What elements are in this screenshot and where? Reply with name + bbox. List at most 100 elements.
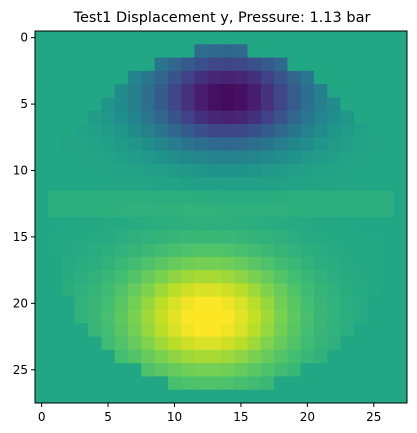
heatmap-cell <box>234 323 248 337</box>
heatmap-cell <box>353 177 368 191</box>
heatmap-cell <box>207 70 222 85</box>
heatmap-cell <box>194 97 209 112</box>
heatmap-cell <box>300 150 315 165</box>
heatmap-cell <box>74 110 89 125</box>
heatmap-cell <box>194 217 209 231</box>
heatmap-cell <box>35 137 49 151</box>
heatmap-cell <box>393 70 408 85</box>
heatmap-cell <box>167 84 182 98</box>
heatmap-cell <box>128 310 142 324</box>
heatmap-cell <box>221 363 235 377</box>
heatmap-cell <box>300 84 315 98</box>
heatmap-cell <box>221 389 235 404</box>
heatmap-cell <box>234 256 248 271</box>
heatmap-cell <box>287 177 302 191</box>
heatmap-cell <box>101 363 116 377</box>
heatmap-cell <box>274 363 288 377</box>
heatmap-cell <box>114 84 129 98</box>
heatmap-cell <box>88 296 102 311</box>
heatmap-cell <box>207 296 222 311</box>
heatmap-cell <box>167 31 182 45</box>
y-axis: 0 5 10 15 20 25 <box>13 31 35 377</box>
heatmap-cell <box>340 363 355 377</box>
heatmap-cell <box>247 57 262 72</box>
heatmap-cell <box>74 150 89 165</box>
heatmap-cell <box>194 110 209 125</box>
heatmap-cell <box>141 296 155 311</box>
heatmap-cell <box>327 163 341 178</box>
heatmap-cell <box>300 203 315 218</box>
heatmap-cell <box>141 336 155 351</box>
heatmap-cell <box>247 177 262 191</box>
plot-frame <box>34 30 408 404</box>
heatmap-cell <box>35 336 49 351</box>
heatmap-cell <box>181 349 195 364</box>
heatmap-cell <box>367 177 381 191</box>
heatmap-cell <box>221 190 235 205</box>
heatmap-cell <box>380 190 395 205</box>
heatmap-cell <box>274 97 288 112</box>
heatmap-cell <box>128 256 142 271</box>
heatmap-cell <box>48 203 62 218</box>
heatmap-cell <box>101 110 116 125</box>
heatmap-cell <box>167 296 182 311</box>
heatmap-cell <box>35 163 49 178</box>
heatmap-cell <box>35 150 49 165</box>
heatmap-cell <box>353 376 368 391</box>
heatmap-cell <box>35 323 49 337</box>
heatmap-cell <box>327 336 341 351</box>
heatmap-cell <box>194 70 209 85</box>
heatmap-cell <box>88 190 102 205</box>
heatmap-cell <box>128 376 142 391</box>
heatmap-cell <box>393 323 408 337</box>
heatmap-cell <box>340 44 355 58</box>
heatmap-cell <box>367 217 381 231</box>
heatmap-cell <box>274 217 288 231</box>
heatmap-cell <box>181 163 195 178</box>
heatmap-cell <box>154 270 169 284</box>
heatmap-cell <box>300 363 315 377</box>
heatmap-cell <box>274 310 288 324</box>
heatmap-cell <box>128 44 142 58</box>
heatmap-cell <box>274 256 288 271</box>
heatmap-cell <box>367 84 381 98</box>
heatmap-cell <box>128 190 142 205</box>
heatmap-cell <box>141 363 155 377</box>
heatmap-cell <box>141 110 155 125</box>
heatmap-cell <box>221 124 235 138</box>
heatmap-cell <box>207 44 222 58</box>
heatmap-cell <box>247 323 262 337</box>
heatmap-cell <box>74 84 89 98</box>
heatmap-cell <box>74 336 89 351</box>
heatmap-cell <box>35 84 49 98</box>
heatmap-cell <box>88 137 102 151</box>
heatmap-cell <box>61 163 76 178</box>
heatmap-cell <box>181 137 195 151</box>
heatmap-cell <box>101 97 116 112</box>
heatmap-cell <box>380 270 395 284</box>
heatmap-cell <box>221 349 235 364</box>
heatmap-cell <box>247 270 262 284</box>
heatmap-cell <box>353 137 368 151</box>
heatmap-cell <box>260 190 275 205</box>
heatmap-cell <box>367 283 381 298</box>
heatmap-cell <box>314 296 328 311</box>
heatmap-cell <box>114 363 129 377</box>
heatmap-cell <box>274 31 288 45</box>
heatmap-cell <box>327 283 341 298</box>
heatmap-cell <box>141 150 155 165</box>
heatmap-cell <box>114 256 129 271</box>
heatmap-cell <box>114 137 129 151</box>
heatmap-cell <box>74 190 89 205</box>
heatmap-cell <box>287 243 302 258</box>
heatmap-cell <box>353 283 368 298</box>
heatmap-cell <box>167 110 182 125</box>
heatmap-cell <box>74 97 89 112</box>
heatmap-cell <box>88 349 102 364</box>
heatmap-cell <box>167 349 182 364</box>
heatmap-cell <box>48 150 62 165</box>
heatmap-cell <box>128 163 142 178</box>
heatmap-cell <box>101 217 116 231</box>
heatmap-cell <box>74 243 89 258</box>
y-tick-label: 10 <box>13 164 28 178</box>
